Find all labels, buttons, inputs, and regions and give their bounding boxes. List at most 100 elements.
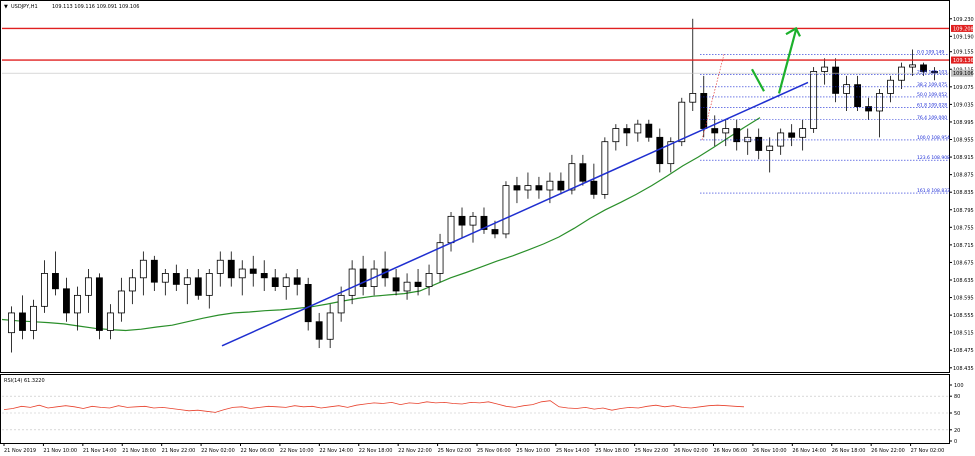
candle-body — [458, 215, 466, 226]
candle — [711, 115, 719, 147]
candle — [722, 119, 730, 147]
candle-body — [414, 281, 422, 287]
y-tick-label: 108.995 — [953, 120, 974, 126]
x-tick-label: 25 Nov 06:00 — [477, 448, 511, 454]
candle — [667, 137, 675, 173]
rsi-layer — [2, 395, 949, 431]
candle-body — [260, 273, 268, 279]
candle-body — [117, 290, 125, 314]
candle-body — [52, 273, 59, 290]
candle — [30, 299, 37, 340]
fib-level-label: 123.6 108.908 — [917, 155, 950, 161]
y-tick-label: 108.755 — [953, 225, 974, 231]
y-tick-label: 108.515 — [953, 331, 974, 337]
candle — [205, 269, 213, 309]
y-tick-label: 109.155 — [953, 50, 974, 56]
candle — [909, 49, 916, 76]
candle-body — [711, 128, 719, 134]
x-tick-label: 22 Nov 10:00 — [280, 448, 314, 454]
candle-body — [19, 312, 26, 331]
candle-body — [777, 132, 785, 147]
candle-body — [832, 66, 840, 94]
candle — [788, 124, 796, 147]
candle-body — [513, 185, 521, 191]
y-tick-label: 108.435 — [953, 366, 974, 372]
candle — [381, 251, 389, 287]
resistance-upper-badge: 109.208 — [951, 24, 974, 32]
main-chart-frame — [0, 0, 950, 373]
x-tick-label: 26 Nov 10:00 — [753, 448, 787, 454]
chart-header-arrow[interactable]: ▼ — [4, 4, 8, 10]
candle-body — [491, 229, 499, 235]
candle-body — [744, 136, 752, 143]
x-tick-label: 25 Nov 10:00 — [516, 448, 550, 454]
candle-body — [700, 93, 708, 129]
candle — [238, 260, 246, 296]
candle — [810, 67, 818, 133]
candle — [854, 75, 862, 111]
rsi-tick-label: 20 — [954, 428, 960, 434]
candles-layer — [8, 18, 938, 353]
candle — [876, 89, 883, 138]
y-tick-label: 108.555 — [953, 313, 974, 319]
candle — [304, 277, 312, 331]
candle-body — [194, 277, 202, 296]
x-tick-label: 26 Nov 18:00 — [832, 448, 866, 454]
candle — [414, 269, 422, 296]
candle — [447, 211, 455, 252]
candle-body — [612, 128, 620, 143]
candle — [513, 176, 521, 204]
candle — [172, 264, 180, 291]
candle-body — [810, 71, 818, 129]
candle — [766, 137, 774, 173]
candle-body — [678, 101, 686, 143]
candle — [8, 306, 15, 353]
candle — [920, 62, 927, 76]
candle — [194, 269, 202, 300]
y-tick-label: 109.190 — [953, 34, 974, 40]
candle — [579, 154, 587, 186]
candle-body — [216, 259, 224, 274]
candle — [63, 277, 70, 322]
candle — [843, 75, 851, 111]
candle-body — [623, 128, 631, 134]
candle — [502, 181, 510, 239]
x-tick-label: 25 Nov 14:00 — [556, 448, 590, 454]
candle-body — [821, 66, 829, 72]
candle — [645, 119, 653, 142]
x-tick-label: 25 Nov 02:00 — [438, 448, 472, 454]
candle-body — [689, 93, 697, 103]
candle-body — [524, 185, 532, 191]
arrow-up-icon — [777, 29, 798, 94]
fib-level-label: 23.6 109.103 — [917, 70, 947, 76]
candle-body — [150, 259, 158, 283]
candle-body — [128, 277, 136, 292]
arrow-up-head-icon — [785, 26, 801, 37]
candle-body — [634, 123, 642, 134]
candle — [612, 124, 620, 151]
current-price-badge: 109.106 — [951, 69, 974, 77]
candle — [623, 124, 631, 147]
x-tick-label: 22 Nov 06:00 — [241, 448, 275, 454]
candle — [74, 286, 81, 331]
candle-body — [436, 242, 444, 274]
candle — [117, 277, 125, 322]
x-tick-label: 22 Nov 22:00 — [398, 448, 432, 454]
moving-average-line — [1, 117, 761, 332]
candle-body — [238, 268, 246, 279]
y-tick-label: 108.835 — [953, 190, 974, 196]
candle — [84, 269, 92, 313]
x-tick-label: 26 Nov 22:00 — [871, 448, 905, 454]
candle-body — [733, 128, 741, 143]
y-tick-label: 108.675 — [953, 260, 974, 266]
candle-body — [447, 215, 455, 244]
candle-body — [425, 273, 433, 287]
candle-body — [183, 277, 191, 285]
candle-body — [557, 180, 565, 191]
candle-body — [403, 281, 411, 292]
candle-body — [645, 123, 653, 138]
candle — [436, 233, 444, 283]
y-tick-label: 108.595 — [953, 296, 974, 302]
candle-body — [909, 64, 916, 68]
y-tick-label: 108.475 — [953, 348, 974, 354]
